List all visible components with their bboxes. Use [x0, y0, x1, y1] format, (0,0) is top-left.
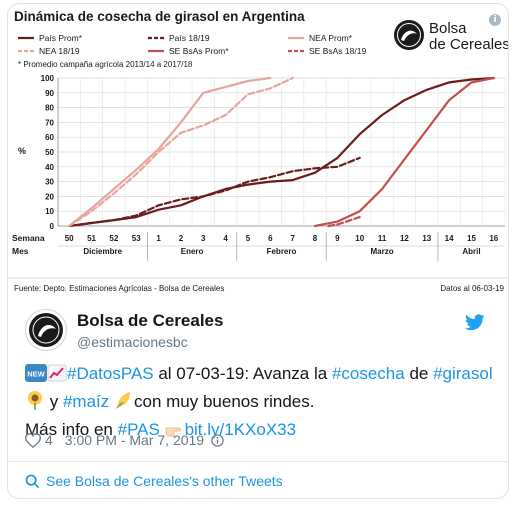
- y-tick-label: 60: [45, 133, 54, 142]
- y-tick-label: 80: [45, 104, 54, 113]
- y-tick-label: 50: [45, 148, 54, 157]
- series-line-5: [327, 216, 361, 228]
- month-label: Marzo: [371, 247, 394, 256]
- sunflower-icon: [25, 390, 45, 417]
- y-tick-label: 70: [45, 118, 54, 127]
- x-tick-label: 52: [109, 234, 118, 243]
- author-name[interactable]: Bolsa de Cereales: [77, 311, 224, 330]
- y-tick-label: 40: [45, 163, 54, 172]
- pointing-hand-icon: [165, 420, 185, 445]
- hashtag-pas[interactable]: #PAS: [117, 420, 160, 439]
- divider: [8, 461, 508, 462]
- x-tick-label: 9: [335, 234, 340, 243]
- hashtag-cosecha[interactable]: #cosecha: [331, 364, 405, 383]
- harvest-chart: Dinámica de cosecha de girasol en Argent…: [8, 9, 508, 293]
- chart-source: Fuente: Depto. Estimaciones Agrícolas - …: [14, 284, 224, 293]
- series-line-1: [68, 156, 361, 228]
- y-tick-label: 100: [41, 74, 55, 83]
- chart-increasing-icon: [47, 364, 67, 389]
- month-label: Abril: [462, 247, 480, 256]
- x-tick-label: 15: [467, 234, 476, 243]
- month-axis-label: Mes: [12, 246, 29, 256]
- tweet-meta: 4 3:00 PM - Mar 7, 2019: [25, 432, 224, 448]
- series-line-3: [68, 76, 294, 228]
- x-tick-label: 16: [489, 234, 498, 243]
- x-tick-label: 12: [400, 234, 409, 243]
- chart-legend: País Prom* País 18/19 NEA Prom* NEA 18/19 SE…: [18, 33, 366, 56]
- legend-label: NEA 18/19: [39, 46, 80, 56]
- series-line-2: [68, 76, 272, 228]
- svg-text:NEW: NEW: [27, 370, 45, 379]
- x-tick-label: 4: [223, 234, 228, 243]
- x-tick-label: 1: [156, 234, 161, 243]
- embedded-tweet-card: Dinámica de cosecha de girasol en Argent…: [7, 3, 509, 499]
- tweet-text-part: Más info en: [25, 420, 118, 439]
- other-tweets-label[interactable]: See Bolsa de Cereales's other Tweets: [46, 473, 283, 489]
- x-tick-label: 6: [268, 234, 273, 243]
- hashtag-maiz[interactable]: #maíz: [62, 392, 110, 411]
- chart-title: Dinámica de cosecha de girasol en Argent…: [14, 9, 305, 24]
- series-line-0: [68, 76, 495, 228]
- legend-label: NEA Prom*: [309, 33, 353, 43]
- month-label: Diciembre: [83, 247, 122, 256]
- x-tick-label: 53: [132, 234, 141, 243]
- search-icon: [25, 474, 40, 488]
- bolsa-seal-icon: [29, 313, 63, 347]
- legend-label: País 18/19: [169, 33, 210, 43]
- x-tick-label: 3: [201, 234, 206, 243]
- week-axis-label: Semana: [12, 233, 45, 243]
- info-circle-icon[interactable]: [211, 433, 224, 447]
- legend-label: País Prom*: [39, 33, 83, 43]
- legend-label: SE BsAs 18/19: [309, 46, 366, 56]
- tweet-text-part: y: [45, 392, 63, 411]
- author-handle[interactable]: @estimacionesbc: [77, 334, 188, 350]
- legend-label: SE BsAs Prom*: [169, 46, 229, 56]
- twitter-bird-icon[interactable]: [465, 314, 485, 331]
- month-label: Enero: [181, 247, 204, 256]
- info-icon[interactable]: i: [489, 14, 501, 26]
- series-line-4: [313, 76, 495, 228]
- bolsa-logo: Bolsa de Cereales: [394, 20, 508, 53]
- x-tick-label: 5: [246, 234, 251, 243]
- x-tick-label: 14: [445, 234, 454, 243]
- x-tick-label: 7: [290, 234, 295, 243]
- x-tick-label: 10: [355, 234, 364, 243]
- y-tick-label: 30: [45, 178, 54, 187]
- x-tick-label: 51: [87, 234, 96, 243]
- tweet-link[interactable]: bit.ly/1KXoX33: [184, 420, 297, 439]
- other-tweets-link[interactable]: See Bolsa de Cereales's other Tweets: [25, 473, 283, 489]
- y-tick-label: 10: [45, 207, 54, 216]
- tweet-text: NEW #DatosPAS al 07-03-19: Avanza la #cos…: [25, 361, 495, 445]
- x-tick-label: 8: [313, 234, 318, 243]
- x-tick-label: 2: [179, 234, 184, 243]
- logo-text-bolsa: Bolsa: [429, 20, 467, 37]
- y-tick-label: 20: [45, 192, 54, 201]
- y-tick-label: 90: [45, 89, 54, 98]
- new-badge-icon: NEW: [25, 364, 47, 389]
- tweet-timestamp[interactable]: 3:00 PM - Mar 7, 2019: [64, 432, 205, 448]
- x-tick-label: 13: [422, 234, 431, 243]
- logo-text-cereales: de Cereales: [429, 36, 508, 53]
- avatar[interactable]: [25, 309, 67, 351]
- heart-icon[interactable]: [25, 432, 41, 448]
- month-label: Febrero: [267, 247, 297, 256]
- chart-footnote: * Promedio campaña agrícola 2013/14 a 20…: [18, 60, 193, 69]
- chart-image: Dinámica de cosecha de girasol en Argent…: [8, 4, 508, 297]
- tweet-text-part: al 07-03-19: Avanza la: [153, 364, 332, 383]
- x-tick-label: 50: [65, 234, 74, 243]
- x-tick-label: 11: [378, 234, 387, 243]
- hashtag-datospas[interactable]: #DatosPAS: [67, 364, 154, 383]
- corn-icon: [114, 390, 134, 417]
- chart-ylabel: %: [18, 146, 26, 156]
- hashtag-girasol[interactable]: #girasol: [433, 364, 493, 383]
- like-count[interactable]: 4: [45, 432, 53, 448]
- tweet-text-part: con muy buenos rindes.: [133, 392, 315, 411]
- chart-date-note: Datos al 06-03-19: [440, 284, 504, 293]
- tweet-text-part: de: [404, 364, 434, 383]
- y-tick-label: 0: [50, 222, 55, 231]
